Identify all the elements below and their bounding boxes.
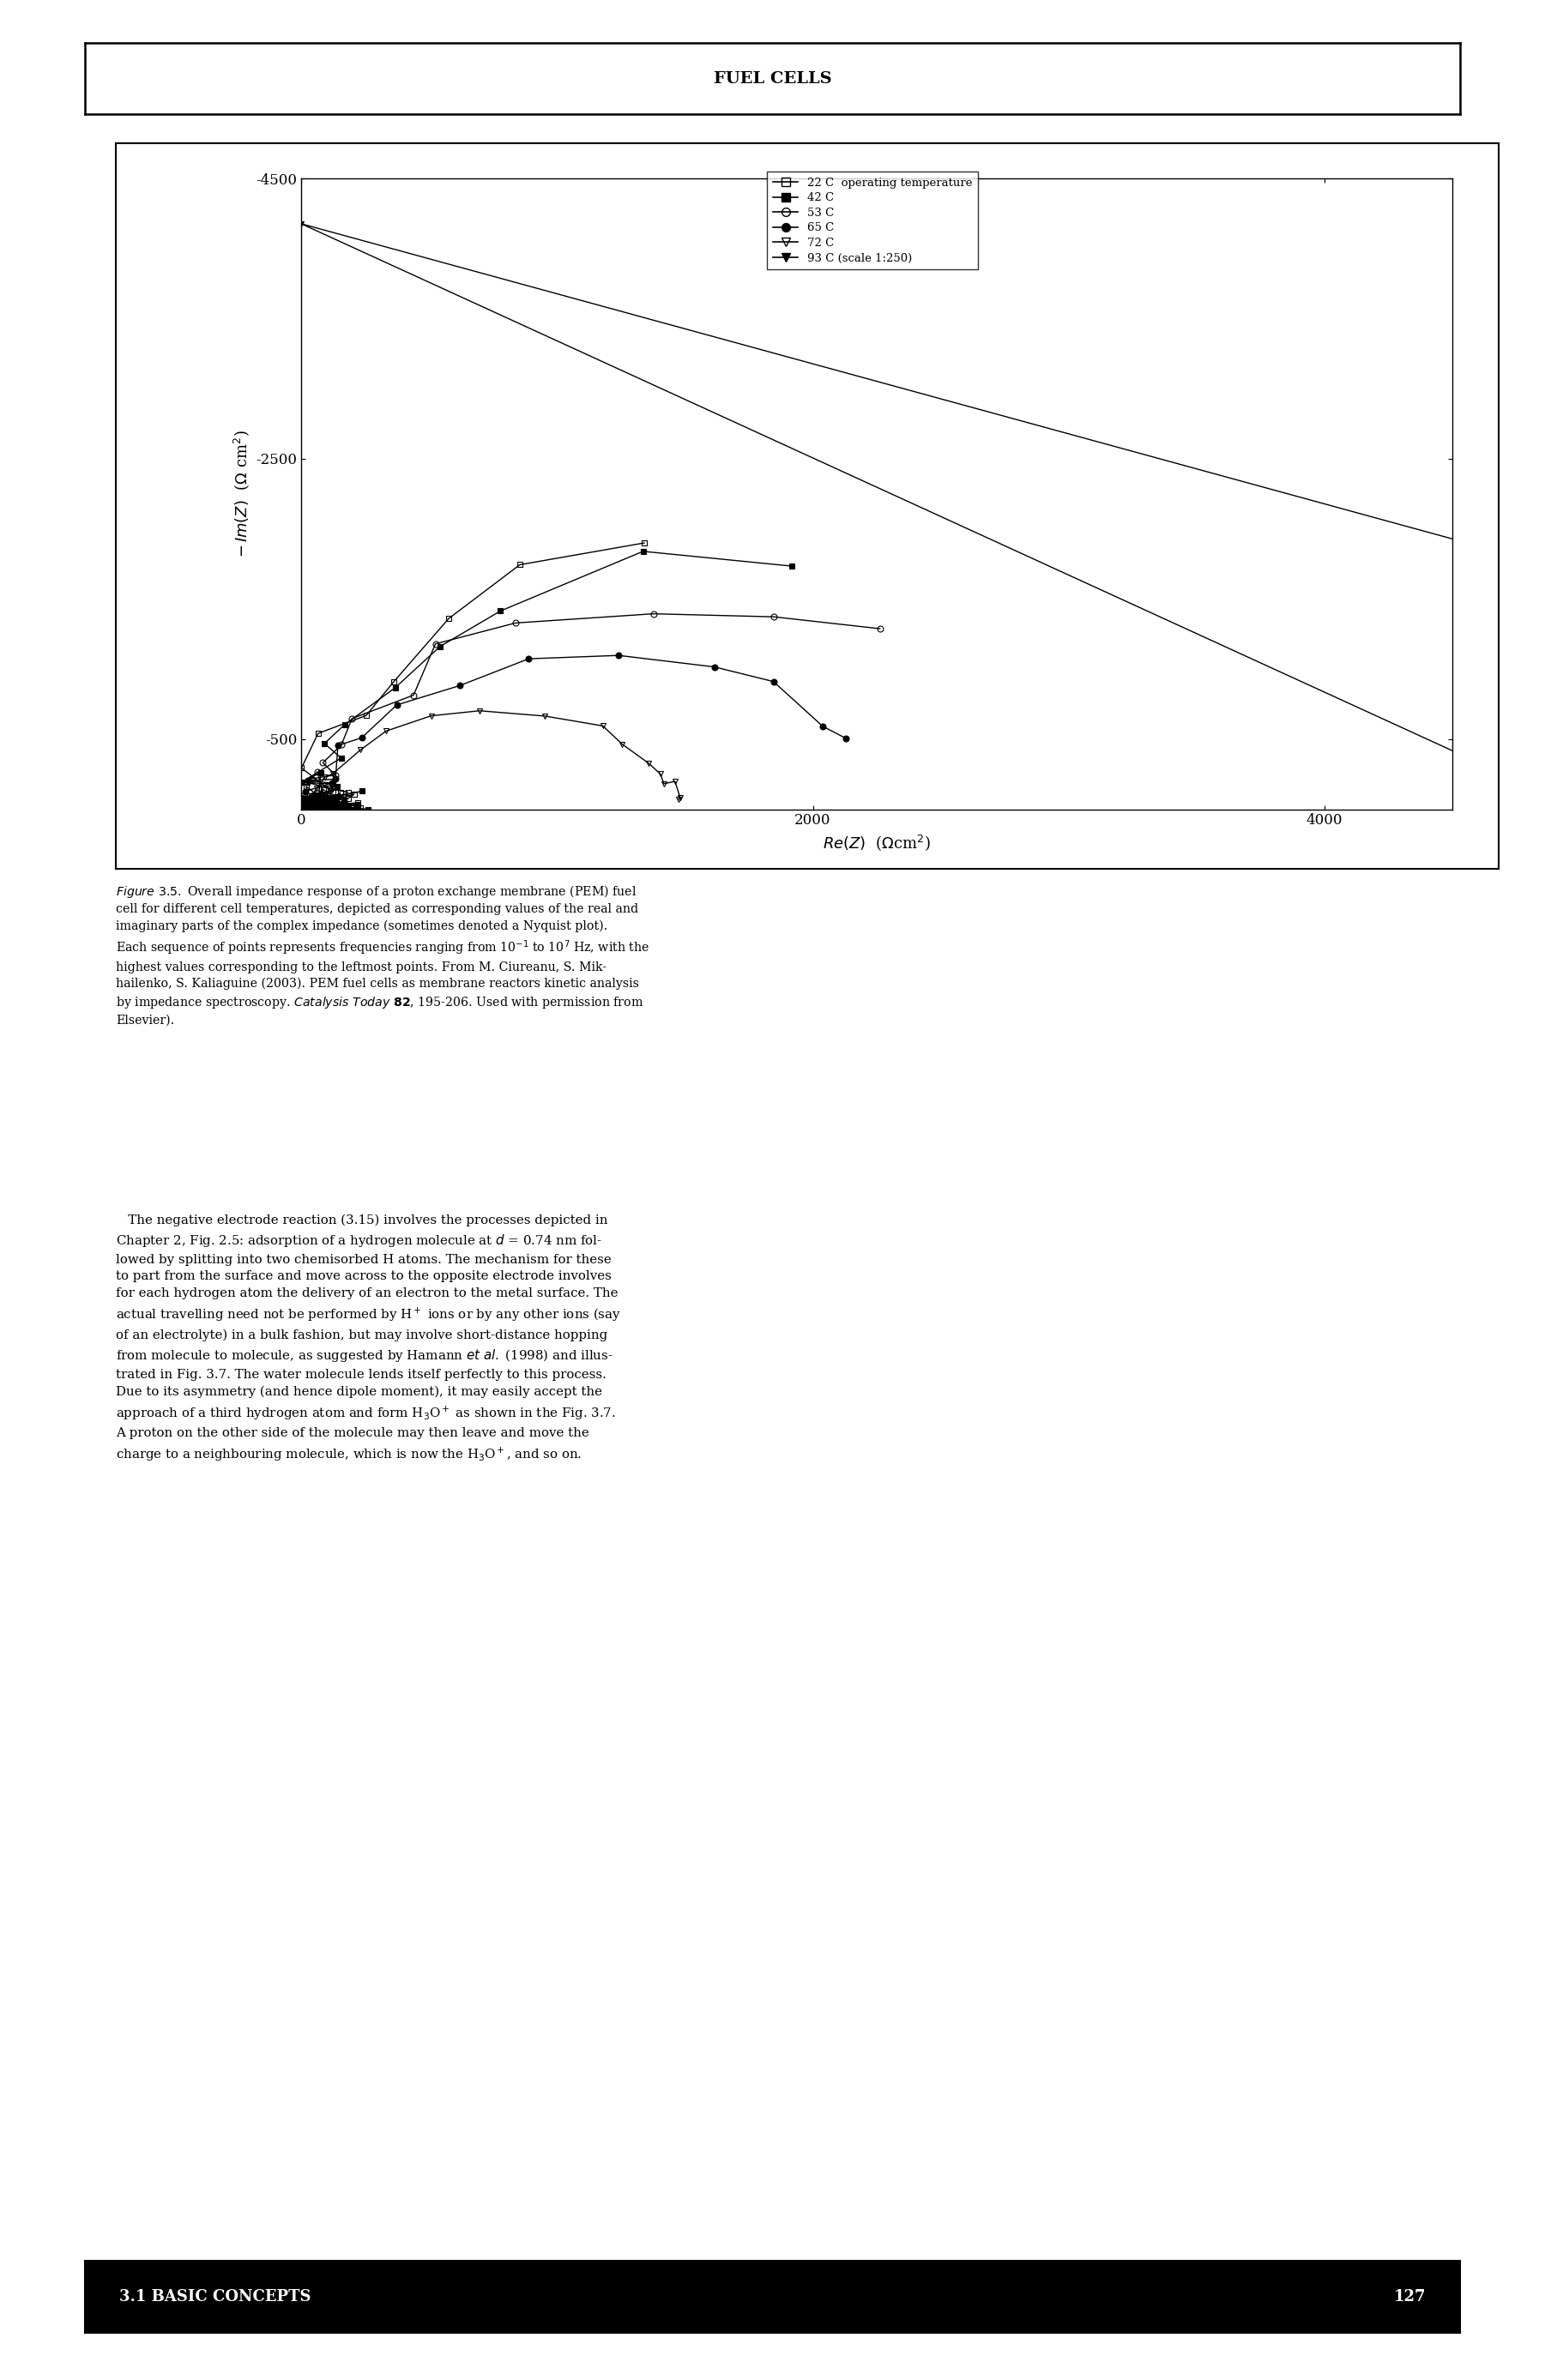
- X-axis label: $\mathit{Re(Z)}$  ($\Omega$cm$^2$): $\mathit{Re(Z)}$ ($\Omega$cm$^2$): [823, 833, 930, 852]
- Legend: 22 C  operating temperature, 42 C, 53 C, 65 C, 72 C, 93 C (scale 1:250): 22 C operating temperature, 42 C, 53 C, …: [768, 171, 978, 269]
- Text: The negative electrode reaction (3.15) involves the processes depicted in
Chapte: The negative electrode reaction (3.15) i…: [116, 1214, 621, 1464]
- Text: $\it{Figure\ 3.5.}$ Overall impedance response of a proton exchange membrane (PE: $\it{Figure\ 3.5.}$ Overall impedance re…: [116, 883, 649, 1026]
- Text: 127: 127: [1394, 2290, 1426, 2304]
- Text: FUEL CELLS: FUEL CELLS: [714, 71, 831, 86]
- Y-axis label: $-\,\mathit{Im(Z)}$  ($\Omega$ cm$^2$): $-\,\mathit{Im(Z)}$ ($\Omega$ cm$^2$): [232, 431, 252, 557]
- Text: 3.1 BASIC CONCEPTS: 3.1 BASIC CONCEPTS: [119, 2290, 311, 2304]
